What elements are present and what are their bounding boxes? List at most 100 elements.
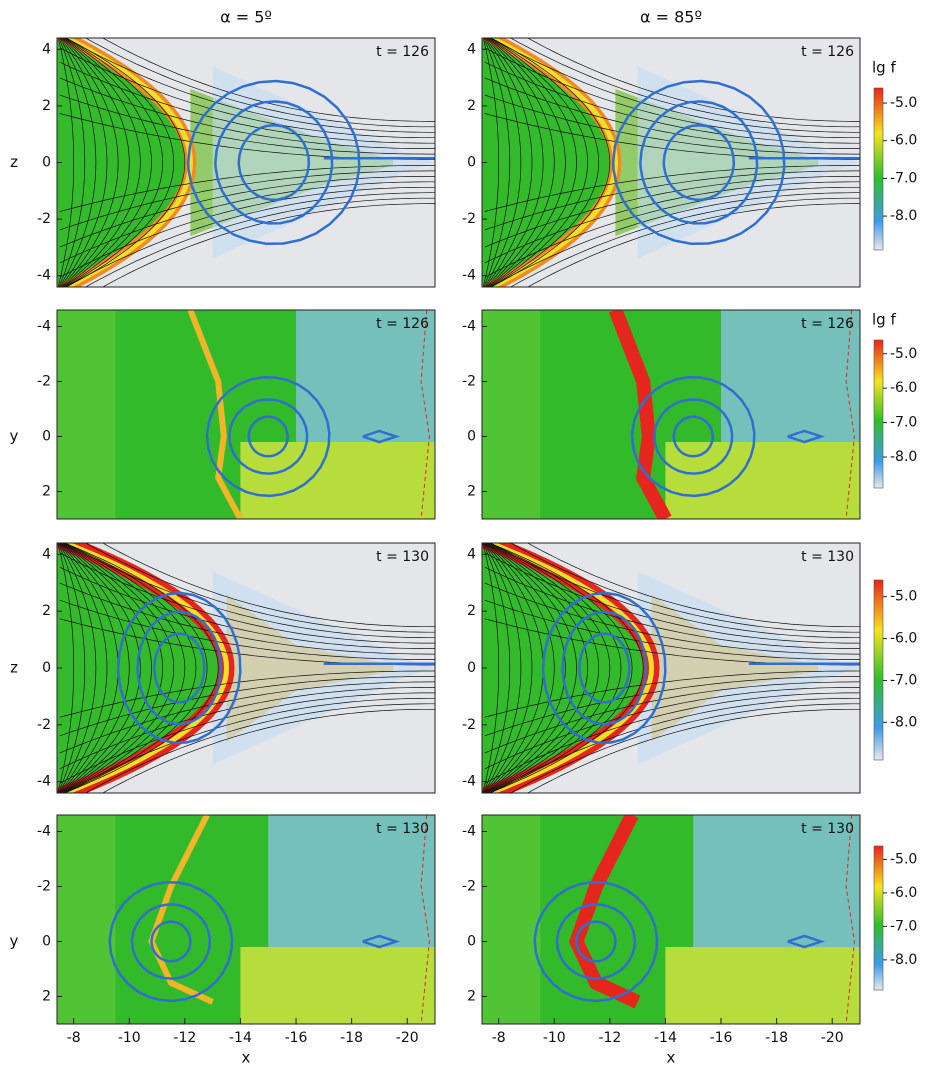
x-tick-label: -8	[492, 1030, 506, 1046]
field-line	[483, 543, 522, 793]
lower-region	[240, 947, 435, 1024]
field-line	[60, 543, 141, 793]
contour	[672, 415, 714, 458]
colorbar-tick-label: -6.0	[890, 631, 917, 647]
boundary-yellow	[61, 38, 193, 287]
contour	[237, 123, 311, 201]
y-axis-label: z	[10, 153, 18, 171]
x-axis-label: x	[242, 1049, 251, 1067]
colorbar	[873, 87, 884, 251]
field-line	[60, 543, 152, 793]
field-line	[61, 543, 175, 793]
edge-arc	[608, 310, 672, 519]
field-line	[59, 552, 435, 644]
field-line	[489, 38, 860, 133]
contour	[205, 376, 331, 498]
contour	[787, 429, 826, 444]
x-tick-label: -20	[396, 1030, 419, 1046]
field-line	[484, 681, 860, 754]
boundary-dash	[845, 815, 855, 1024]
contour	[662, 123, 736, 201]
inner-shade	[57, 815, 116, 1024]
y-tick-label: -4	[462, 824, 476, 840]
contour	[116, 591, 242, 744]
y-tick-label: -4	[37, 268, 51, 284]
plot-area	[57, 38, 435, 287]
y-tick-label: 0	[42, 155, 51, 171]
x-tick-label: -20	[821, 1030, 844, 1046]
field-line	[509, 197, 860, 287]
contour	[575, 920, 617, 963]
contour	[136, 610, 223, 726]
field-line	[484, 670, 860, 718]
field-line	[59, 186, 435, 278]
field-line	[484, 77, 860, 149]
field-line	[486, 38, 555, 287]
field-line	[59, 670, 435, 718]
field-line	[59, 687, 435, 770]
field-line	[484, 94, 860, 155]
colorbar-tick-label: -7.0	[890, 170, 917, 186]
field-line	[102, 543, 435, 628]
field-line	[64, 192, 435, 287]
plot-area	[57, 815, 435, 1024]
panel-frame	[56, 814, 436, 1025]
lower-region	[665, 442, 860, 519]
field-line	[484, 552, 860, 644]
upper-region	[268, 815, 435, 947]
plot-area	[57, 543, 435, 793]
field-line	[484, 38, 522, 287]
field-line	[58, 38, 86, 287]
colorbar-tick-label: -7.0	[890, 672, 917, 688]
field-line	[484, 543, 555, 793]
field-line	[487, 543, 622, 793]
field-line	[59, 77, 435, 149]
x-axis-label: x	[667, 1049, 676, 1067]
field-line	[490, 38, 611, 287]
field-line	[485, 543, 577, 793]
colorbar	[873, 845, 884, 991]
y-tick-label: 2	[467, 484, 476, 500]
field-line	[59, 681, 435, 754]
y-tick-label: 2	[42, 484, 51, 500]
field-line	[509, 38, 860, 128]
field-line	[484, 566, 860, 649]
colorbar-label: lg f	[872, 59, 896, 77]
field-line	[84, 197, 435, 287]
colorbar-tick-label: -7.0	[890, 415, 917, 431]
tail-glow	[637, 66, 860, 259]
y-tick-label: -2	[462, 374, 476, 390]
boundary-yellow	[483, 543, 655, 793]
plot-area	[482, 310, 860, 519]
time-label: t = 126	[376, 316, 429, 332]
x-tick-label: -14	[229, 1030, 252, 1046]
y-tick-label: 0	[42, 660, 51, 676]
y-tick-label: 4	[467, 41, 476, 57]
field-line	[58, 543, 97, 793]
y-tick-label: 2	[467, 98, 476, 114]
field-line	[527, 203, 860, 287]
contour	[787, 934, 826, 949]
field-line	[59, 165, 435, 212]
y-tick-label: -4	[462, 268, 476, 284]
field-line	[484, 676, 860, 737]
edge-arc	[187, 310, 244, 519]
field-line	[62, 38, 141, 287]
field-line	[59, 170, 435, 231]
y-tick-label: 4	[467, 546, 476, 562]
column-title: α = 85º	[640, 8, 702, 27]
time-label: t = 130	[376, 821, 429, 837]
field-line	[59, 181, 435, 264]
field-line	[482, 38, 500, 287]
y-tick-label: -2	[37, 211, 51, 227]
colorbar-tick-label: -8.0	[890, 714, 917, 730]
field-line	[485, 38, 533, 287]
x-tick-label: -12	[598, 1030, 621, 1046]
colorbar-tick-label: -6.0	[890, 885, 917, 901]
field-line	[57, 38, 75, 287]
contour	[555, 903, 637, 980]
field-line	[64, 38, 435, 133]
time-label: t = 126	[801, 316, 854, 332]
boundary-dash	[420, 815, 430, 1024]
